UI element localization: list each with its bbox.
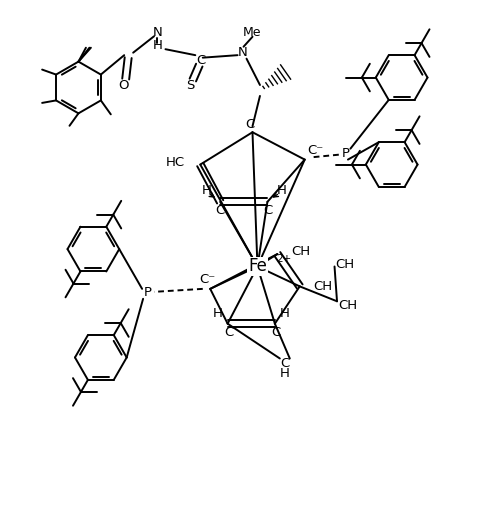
Text: CH: CH <box>292 245 310 258</box>
Text: N: N <box>153 26 163 39</box>
Text: CH: CH <box>336 258 354 270</box>
Text: O: O <box>118 78 128 92</box>
Text: P: P <box>342 147 349 160</box>
Text: Me: Me <box>243 26 262 39</box>
Text: S: S <box>186 79 194 93</box>
Text: 2+: 2+ <box>276 254 291 264</box>
Text: H: H <box>280 367 289 380</box>
Text: C: C <box>271 326 280 339</box>
Text: H: H <box>276 185 286 197</box>
Text: H: H <box>212 307 222 320</box>
Text: H: H <box>153 39 163 52</box>
Text: H: H <box>202 185 211 197</box>
Text: C: C <box>196 53 206 67</box>
Text: C: C <box>216 204 225 217</box>
Text: N: N <box>238 46 248 59</box>
Text: C⁻: C⁻ <box>307 144 324 157</box>
Text: C: C <box>280 357 289 370</box>
Text: HC: HC <box>166 156 186 169</box>
Text: Fe: Fe <box>248 258 267 276</box>
Text: C⁻: C⁻ <box>200 273 216 286</box>
Text: C: C <box>246 118 254 131</box>
Text: C: C <box>224 326 233 339</box>
Text: CH: CH <box>314 280 333 293</box>
Text: P: P <box>144 286 152 299</box>
Text: C: C <box>263 204 272 217</box>
Text: CH: CH <box>338 299 357 312</box>
Text: H: H <box>280 307 289 320</box>
